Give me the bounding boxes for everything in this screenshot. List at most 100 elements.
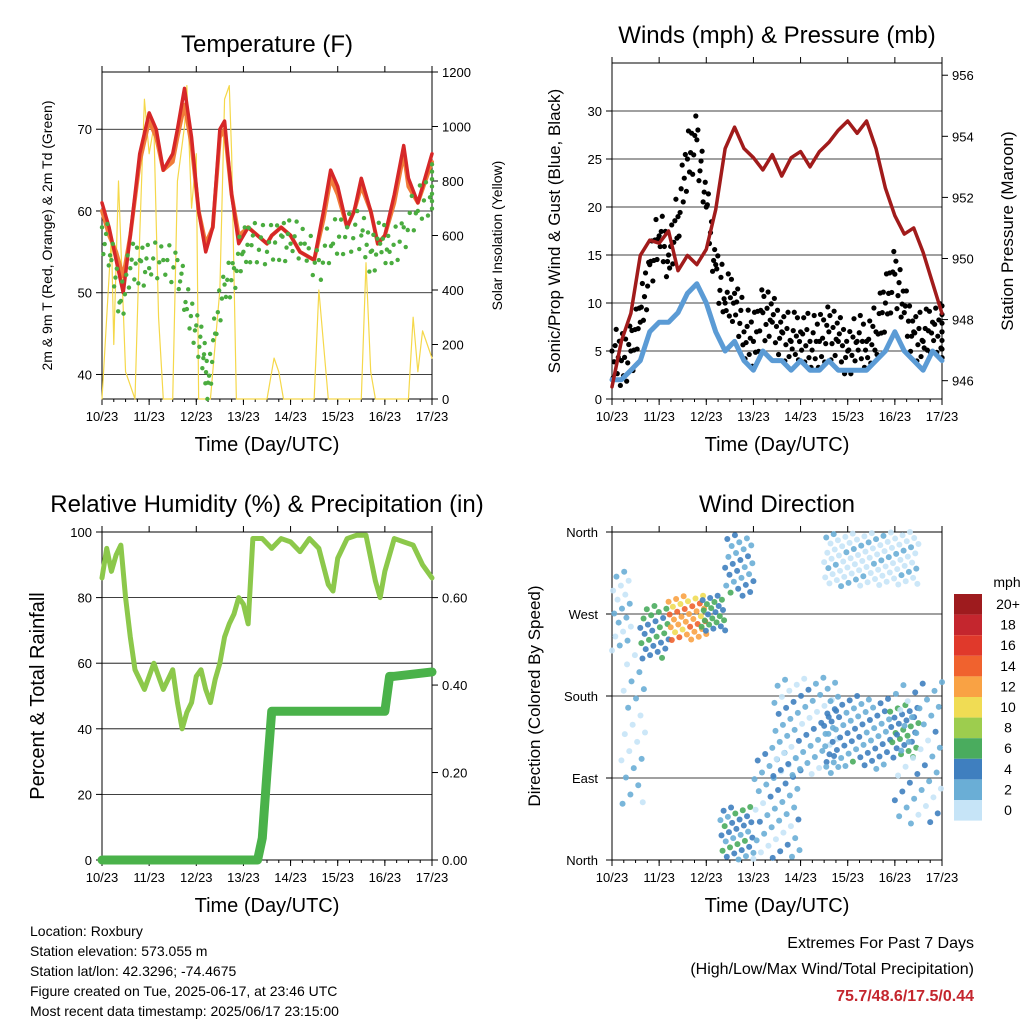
wind-series-gust xyxy=(805,310,811,316)
wind-series-gust xyxy=(928,330,935,336)
wind-series-gust xyxy=(736,333,742,339)
dir-point xyxy=(872,745,879,752)
dir-point xyxy=(684,598,691,605)
dir-point xyxy=(621,731,628,738)
wind-series-gust xyxy=(905,318,912,324)
temp-series-dewpoint xyxy=(312,260,318,265)
temp-series-dewpoint xyxy=(141,283,146,288)
temp-series-dewpoint xyxy=(245,242,250,248)
temp-series-dewpoint xyxy=(342,234,348,240)
wind-series-gust xyxy=(910,318,916,324)
dir-point xyxy=(841,573,848,580)
dir-point xyxy=(906,529,913,535)
dir-point xyxy=(911,535,918,542)
wind-series-gust xyxy=(784,325,790,332)
dir-point xyxy=(828,718,835,725)
dir-point xyxy=(812,680,819,687)
wind-series-gust xyxy=(667,265,673,271)
dir-point xyxy=(792,835,799,842)
temp-series-dewpoint xyxy=(242,225,247,230)
wind-series-gust xyxy=(724,289,730,295)
wind-series-gust xyxy=(817,311,824,318)
dir-point xyxy=(730,578,737,585)
wind-series-gust xyxy=(658,228,664,235)
temp-series-dewpoint xyxy=(105,221,110,227)
dir-point xyxy=(779,799,786,806)
temp-series-dewpoint xyxy=(429,191,435,197)
wind-series-gust xyxy=(738,307,744,313)
dir-point xyxy=(750,855,757,862)
dir-point xyxy=(627,791,634,798)
dir-point xyxy=(890,754,897,761)
temp-series-dewpoint xyxy=(324,226,330,231)
dir-xtick-label: 12/23 xyxy=(690,870,723,885)
dir-point xyxy=(789,771,796,778)
dir-point xyxy=(648,612,655,619)
dir-point xyxy=(883,749,890,756)
dir-point xyxy=(689,603,696,610)
dir-point xyxy=(850,705,857,712)
dir-point xyxy=(831,706,838,713)
dir-point xyxy=(738,847,745,854)
rh-xtick-label: 13/23 xyxy=(227,870,260,885)
temp-xtick-label: 17/23 xyxy=(416,409,449,424)
dir-point xyxy=(718,596,725,603)
temp-series-dewpoint xyxy=(302,241,307,246)
dir-point xyxy=(723,853,730,860)
dir-point xyxy=(653,633,660,640)
wind-series-gust xyxy=(761,293,767,299)
dir-point xyxy=(895,581,902,588)
dir-point xyxy=(905,748,912,755)
dir-point xyxy=(647,652,654,659)
dir-point xyxy=(705,611,711,618)
dir-point xyxy=(734,567,741,574)
dir-legend-label: 14 xyxy=(1000,658,1016,674)
wind-series-gust xyxy=(729,318,736,325)
dir-point xyxy=(892,690,899,697)
dir-point xyxy=(908,544,915,551)
dir-point xyxy=(687,623,694,630)
dir-point xyxy=(749,834,756,841)
dir-point xyxy=(837,567,844,574)
temp-series-dewpoint xyxy=(353,222,358,227)
dir-point xyxy=(899,532,906,539)
dir-point xyxy=(693,608,700,615)
dir-point xyxy=(896,541,903,548)
temp-series-dewpoint xyxy=(427,195,433,200)
dir-point xyxy=(870,560,877,567)
dir-point xyxy=(611,610,618,617)
temp-series-dewpoint xyxy=(340,251,346,257)
dir-point xyxy=(728,543,735,550)
dir-point xyxy=(928,712,935,719)
dir-point xyxy=(906,779,913,786)
rh-xtick-label: 10/23 xyxy=(86,870,119,885)
dir-point xyxy=(862,548,869,555)
temp-series-dewpoint xyxy=(258,235,264,240)
wind-series-gust xyxy=(870,323,876,329)
wind-series-gust xyxy=(680,199,686,205)
wind-series-gust xyxy=(931,337,937,344)
dir-point xyxy=(760,800,767,807)
dir-point xyxy=(609,647,615,654)
temp-series-dewpoint xyxy=(290,248,295,254)
wind-series-gust xyxy=(657,243,663,250)
wind-series-gust xyxy=(903,288,909,294)
temp-series-dewpoint xyxy=(207,351,213,357)
dir-point xyxy=(865,539,872,546)
wind-series-gust xyxy=(811,312,817,319)
temp-series-dewpoint xyxy=(190,301,195,306)
dir-point xyxy=(883,578,890,585)
dir-point xyxy=(835,763,842,770)
temp-series-dewpoint xyxy=(177,279,183,284)
dir-point xyxy=(894,731,900,738)
wind-series-gust xyxy=(935,333,941,339)
temp-series-dewpoint xyxy=(250,233,256,238)
wind-series-gust xyxy=(725,271,731,277)
wind-ytick-label: 15 xyxy=(588,248,602,263)
wind-series-gust xyxy=(840,326,847,333)
temp-series-dewpoint xyxy=(142,269,148,275)
temp-series-dewpoint xyxy=(274,223,280,228)
dir-point xyxy=(621,568,628,575)
temp-series-dewpoint xyxy=(226,260,231,266)
